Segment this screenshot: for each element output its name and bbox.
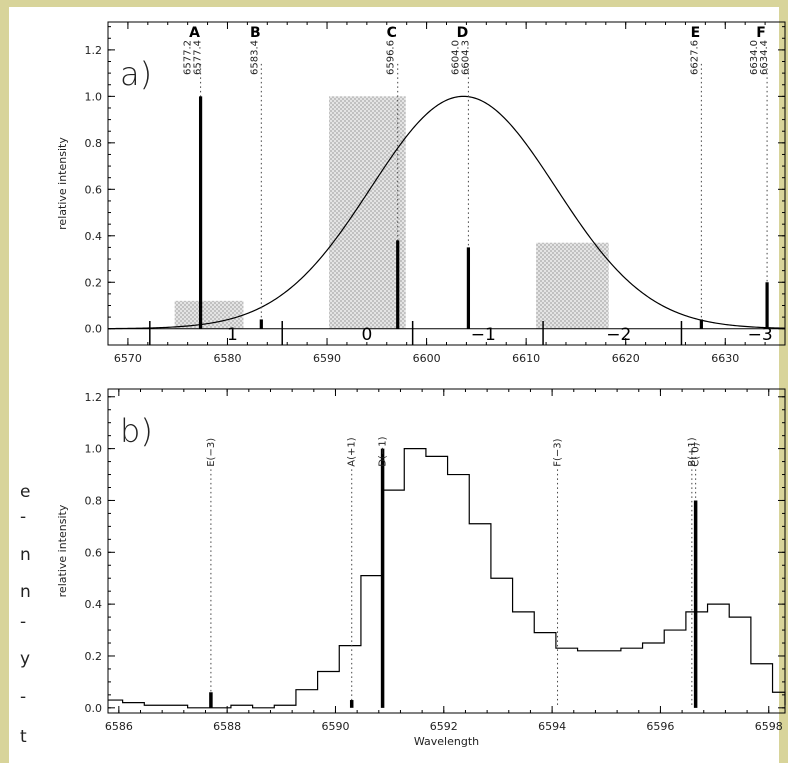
panel-label-a: a) [120,55,152,93]
order-label: −2 [606,325,631,345]
line-wavelength-label: 6596.6 [386,40,397,75]
line-order-label: B(+1) [687,437,698,467]
line-wavelength-label: 6604.0 [450,40,461,75]
panel-b-x-tick-label: 6594 [538,720,566,733]
line-order-label: F(−3) [553,438,564,466]
panel-a-y-tick-label: 0.0 [85,323,103,336]
panel-b-y-tick-label: 0.6 [85,546,103,559]
panel-b-y-tick-label: 1.0 [85,443,103,456]
panel-b-x-tick-label: 6590 [321,720,349,733]
line-letter-F: F [756,25,766,41]
panel-a-y-tick-label: 1.2 [85,44,103,57]
filter-band [536,242,609,329]
side-letter: y [20,649,30,669]
order-label: 1 [227,325,238,345]
line-wavelength-label: 6634.0 [749,40,760,75]
line-wavelength-label: 6577.4 [193,40,204,75]
panel-a-x-tick-label: 6580 [213,352,241,365]
filter-band [329,96,406,329]
side-letter: n [20,582,31,602]
side-letter: t [20,727,27,747]
line-order-label: D(−1) [378,436,389,466]
side-letter: - [20,507,26,527]
panel-a-y-tick-label: 0.4 [85,230,103,243]
panel-b-y-tick-label: 0.2 [85,650,103,663]
panel-a-y-tick-label: 1.0 [85,90,103,103]
side-letter: - [20,612,26,632]
panel-b-x-tick-label: 6598 [755,720,783,733]
gaussian-profile [107,95,786,330]
panel-b-y-tick-label: 0.0 [85,702,103,715]
line-order-label: A(+1) [347,437,358,466]
panel-b-x-tick-label: 6586 [105,720,133,733]
panel-a-x-tick-label: 6570 [114,352,142,365]
panel-b-x-tick-label: 6592 [430,720,458,733]
line-order-label: C( 0) [691,442,702,466]
line-wavelength-label: 6627.6 [689,40,700,75]
panel-a-x-tick-label: 6630 [711,352,739,365]
line-letter-C: C [387,25,397,41]
line-letter-E: E [691,25,701,41]
panel-a-y-axis-title: relative intensity [56,137,69,230]
line-wavelength-label: 6634.4 [759,40,770,75]
panel-a-x-tick-label: 6610 [512,352,540,365]
panel-b-y-tick-label: 0.4 [85,598,103,611]
line-letter-B: B [250,25,261,41]
filter-band [174,300,244,329]
panel-a-y-tick-label: 0.6 [85,183,103,196]
order-label: −1 [471,325,496,345]
order-label: −3 [748,325,773,345]
panel-b-y-axis-title: relative intensity [56,504,69,597]
side-letter: - [20,687,26,707]
panel-b-x-tick-label: 6588 [213,720,241,733]
panel-b-y-tick-label: 0.8 [85,494,103,507]
side-letter: n [20,545,31,565]
side-letters: e - nn - y - t [20,482,31,747]
line-wavelength-label: 6583.4 [249,40,260,75]
header-strip [0,0,788,6]
panel-a-y-tick-label: 0.2 [85,276,103,289]
panel-a-x-tick-label: 6600 [413,352,441,365]
line-wavelength-label: 6604.3 [460,40,471,75]
histogram-profile [108,448,786,709]
panel-a-x-tick-label: 6590 [313,352,341,365]
order-label: 0 [361,325,372,345]
side-letter: e [20,482,30,502]
panel-b: E(−3) A(+1) D(−1) F(−3) B(+1)C( 0) b) 6586 6588… [56,388,786,748]
line-letter-A: A [189,25,200,41]
line-letter-D: D [457,25,469,41]
panel-b-y-tick-label: 1.2 [85,391,103,404]
line-order-label: E(−3) [206,438,217,467]
panel-b-plot-frame [107,388,786,714]
panel-a-x-tick-label: 6620 [612,352,640,365]
line-wavelength-label: 6577.2 [183,40,194,75]
panel-b-x-axis-title: Wavelength [414,735,479,748]
panel-b-x-tick-label: 6596 [646,720,674,733]
panel-a-y-tick-label: 0.8 [85,137,103,150]
panel-label-b: b) [120,412,153,450]
